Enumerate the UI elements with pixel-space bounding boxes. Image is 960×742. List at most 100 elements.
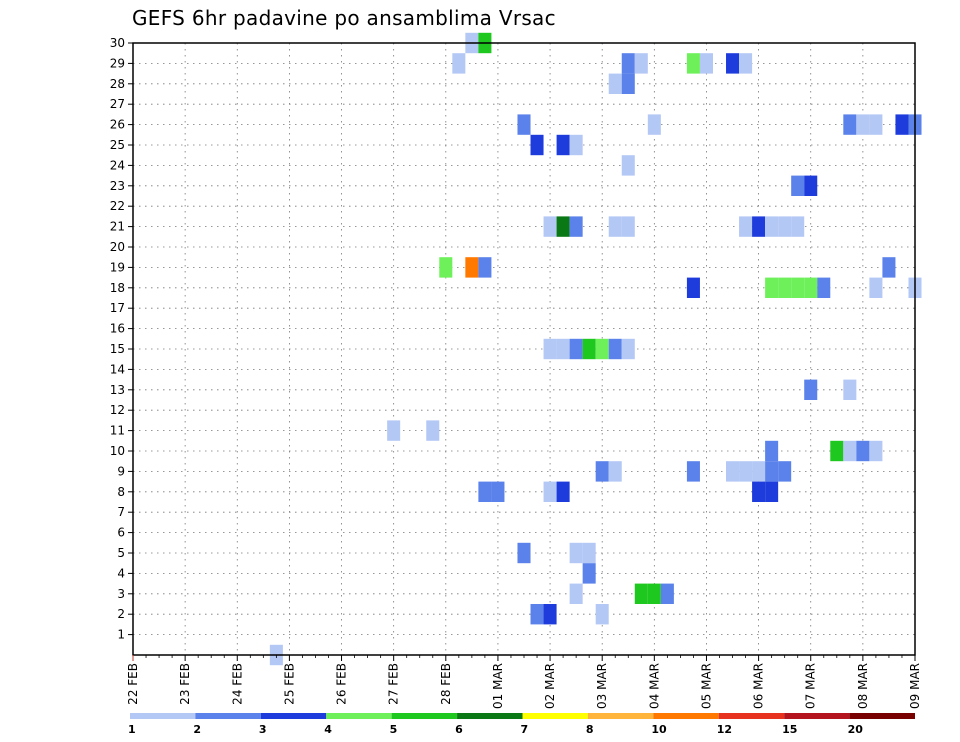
heatmap-cell bbox=[686, 461, 700, 482]
heatmap-cell bbox=[621, 73, 635, 94]
y-tick-label: 27 bbox=[110, 97, 125, 111]
x-tick-label: 06 MAR bbox=[752, 663, 766, 709]
heatmap-cell bbox=[621, 338, 635, 360]
heatmap-cell bbox=[752, 461, 766, 482]
heatmap-cell bbox=[843, 114, 857, 135]
heatmap-cell bbox=[530, 134, 544, 156]
y-tick-label: 24 bbox=[110, 158, 125, 172]
heatmap-cell bbox=[765, 277, 779, 298]
x-tick-label: 28 FEB bbox=[439, 663, 453, 705]
heatmap-cell bbox=[804, 277, 818, 298]
heatmap-cell bbox=[817, 277, 831, 298]
x-tick-label: 27 FEB bbox=[387, 663, 401, 705]
heatmap-cell bbox=[595, 338, 609, 360]
y-axis-ticks: 1234567891011121314151617181920212223242… bbox=[110, 36, 133, 642]
heatmap-cell bbox=[686, 277, 700, 298]
heatmap-cell bbox=[426, 420, 440, 441]
heatmap-cell bbox=[478, 481, 492, 502]
colorbar-swatch bbox=[326, 713, 392, 719]
heatmap-cell bbox=[569, 216, 583, 237]
heatmap-cell bbox=[765, 481, 779, 502]
y-tick-label: 6 bbox=[117, 526, 125, 540]
heatmap-cell bbox=[556, 338, 570, 360]
heatmap-cell bbox=[582, 338, 596, 360]
colorbar-swatch bbox=[849, 713, 915, 719]
heatmap-cell bbox=[895, 114, 909, 135]
heatmap-cell bbox=[556, 134, 570, 156]
heatmap-cell bbox=[765, 461, 779, 482]
x-tick-label: 25 FEB bbox=[282, 663, 296, 705]
heatmap-cell bbox=[621, 53, 635, 74]
y-tick-label: 28 bbox=[110, 77, 125, 91]
y-tick-label: 12 bbox=[110, 403, 125, 417]
y-tick-label: 11 bbox=[110, 424, 125, 438]
heatmap-cell bbox=[543, 481, 557, 502]
heatmap-cell bbox=[660, 583, 674, 604]
heatmap-cell bbox=[804, 379, 818, 400]
heatmap-cell bbox=[569, 583, 583, 604]
y-tick-label: 14 bbox=[110, 362, 125, 376]
heatmap-cell bbox=[647, 114, 661, 135]
heatmap-cell bbox=[791, 175, 805, 196]
y-tick-label: 5 bbox=[117, 546, 125, 560]
colorbar-label: 20 bbox=[848, 723, 864, 736]
x-tick-label: 23 FEB bbox=[178, 663, 192, 705]
colorbar-swatch bbox=[784, 713, 850, 719]
y-tick-label: 4 bbox=[117, 566, 125, 580]
colorbar-label: 4 bbox=[324, 723, 332, 736]
x-tick-label: 08 MAR bbox=[856, 663, 870, 709]
y-tick-label: 30 bbox=[110, 36, 125, 50]
heatmap-cell bbox=[778, 216, 792, 237]
heatmap-cell bbox=[778, 277, 792, 298]
y-tick-label: 23 bbox=[110, 179, 125, 193]
heatmap-cell bbox=[517, 114, 531, 135]
x-tick-label: 02 MAR bbox=[543, 663, 557, 709]
heatmap-cell bbox=[726, 53, 740, 74]
heatmap-cell bbox=[569, 542, 583, 564]
y-tick-label: 21 bbox=[110, 220, 125, 234]
y-tick-label: 18 bbox=[110, 281, 125, 295]
colorbar-swatch bbox=[522, 713, 588, 719]
heatmap-cell bbox=[621, 216, 635, 237]
heatmap-cell bbox=[869, 114, 883, 135]
colorbar-swatch bbox=[587, 713, 654, 719]
heatmap-cell bbox=[517, 542, 531, 564]
colorbar-label: 6 bbox=[455, 723, 463, 736]
x-tick-label: 22 FEB bbox=[126, 663, 140, 705]
heatmap-cell bbox=[804, 175, 818, 196]
heatmap-cell bbox=[739, 53, 753, 74]
colorbar-label: 2 bbox=[193, 723, 201, 736]
heatmap-cell bbox=[582, 563, 596, 584]
heatmap-cell bbox=[699, 53, 713, 74]
heatmap-cell bbox=[726, 461, 740, 482]
heatmap-cell bbox=[595, 604, 609, 625]
heatmap-cell bbox=[491, 481, 505, 502]
heatmap-cell bbox=[543, 604, 557, 625]
y-tick-label: 15 bbox=[110, 342, 125, 356]
colorbar-swatch bbox=[718, 713, 785, 719]
colorbar-swatch bbox=[653, 713, 719, 719]
heatmap-cell bbox=[869, 440, 883, 462]
colorbar-label: 1 bbox=[128, 723, 136, 736]
heatmap-cells bbox=[269, 32, 922, 666]
heatmap-cell bbox=[439, 257, 453, 278]
y-tick-label: 7 bbox=[117, 505, 125, 519]
colorbar-label: 12 bbox=[717, 723, 732, 736]
heatmap-cell bbox=[765, 216, 779, 237]
heatmap-cell bbox=[869, 277, 883, 298]
y-tick-label: 22 bbox=[110, 199, 125, 213]
y-tick-label: 20 bbox=[110, 240, 125, 254]
heatmap-cell bbox=[739, 461, 753, 482]
heatmap-cell bbox=[608, 338, 622, 360]
heatmap-cell bbox=[530, 604, 544, 625]
heatmap-cell bbox=[739, 216, 753, 237]
heatmap-cell bbox=[647, 583, 661, 604]
x-tick-label: 03 MAR bbox=[595, 663, 609, 709]
heatmap-cell bbox=[465, 257, 479, 278]
y-tick-label: 17 bbox=[110, 301, 125, 315]
heatmap-cell bbox=[582, 542, 596, 564]
colorbar: 1 2 3 4 5 6 7 8 10 12 15 20 bbox=[128, 713, 915, 736]
y-tick-label: 8 bbox=[117, 485, 125, 499]
x-tick-label: 04 MAR bbox=[647, 663, 661, 709]
